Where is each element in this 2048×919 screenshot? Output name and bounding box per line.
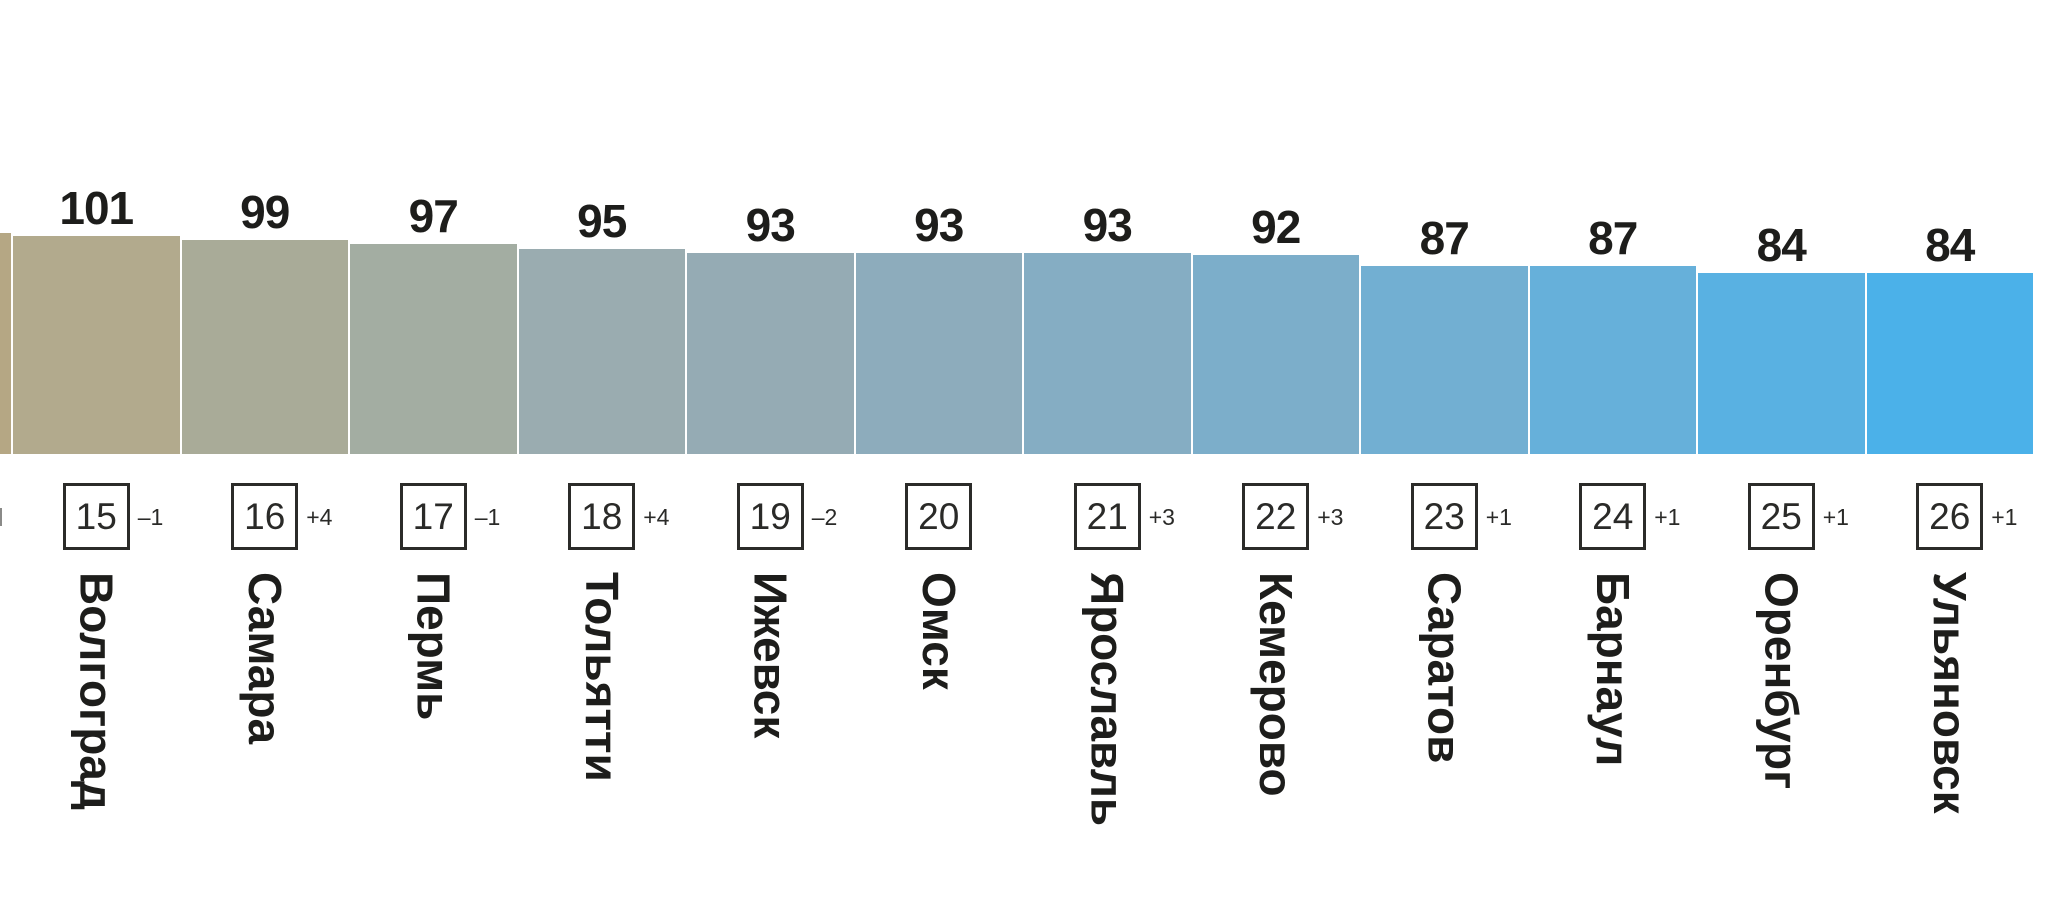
rank-number: 18 [581, 495, 623, 537]
rank-number: 19 [749, 495, 791, 537]
rank-box: 17 [399, 483, 467, 550]
rank-number: 26 [1929, 495, 1971, 537]
bar-Саратов [1361, 266, 1528, 454]
rank-box: 25 [1747, 483, 1815, 550]
rank-box: 15 [62, 483, 130, 550]
rank-number: 24 [1592, 495, 1634, 537]
rank-box: 21 [1073, 483, 1141, 550]
bar-Ульяновск [1866, 272, 2033, 454]
city-label: Пермь [407, 572, 460, 721]
rank-change-label: +1 [1654, 503, 1681, 530]
rank-box: 22 [1242, 483, 1310, 550]
rank-change-label: +1 [1822, 503, 1849, 530]
value-label: 99 [240, 186, 290, 239]
value-label: 93 [1082, 199, 1133, 252]
city-label: Кемерово [1249, 572, 1302, 797]
bar-Кемерово [1192, 255, 1359, 454]
rank-change-label: +1 [1485, 503, 1512, 530]
rank-number: 25 [1760, 495, 1802, 537]
bar-Оренбург [1698, 272, 1865, 454]
rank-change-label: +1 [1991, 503, 2018, 530]
rank-number: 17 [412, 495, 454, 537]
value-label: 87 [1419, 212, 1470, 265]
city-label: Ярославль [1081, 572, 1134, 827]
rank-box: 24 [1579, 483, 1647, 550]
rank-number: 16 [244, 495, 286, 537]
value-label: 84 [1756, 218, 1807, 271]
value-label: 95 [577, 194, 627, 247]
rank-change-label: +3 [1317, 503, 1344, 530]
rank-change-label: –1 [137, 503, 164, 530]
rank-box: 20 [905, 483, 973, 550]
bar-Пермь [350, 244, 517, 454]
clipped-previous-change-fragment [0, 508, 2, 526]
rank-change-label: –2 [811, 503, 838, 530]
rank-change-label: –1 [474, 503, 501, 530]
city-label: Тольятти [575, 572, 628, 782]
bar-Самара [181, 240, 348, 454]
rank-number: 23 [1423, 495, 1465, 537]
bar-Барнаул [1529, 266, 1696, 454]
rank-number: 20 [918, 495, 960, 537]
rank-box: 16 [231, 483, 299, 550]
rank-change-label: +3 [1148, 503, 1175, 530]
city-label: Волгоград [70, 572, 123, 811]
bar-Тольятти [518, 248, 685, 454]
value-label: 101 [59, 181, 134, 234]
city-label: Омск [912, 572, 965, 690]
value-label: 84 [1925, 218, 1975, 271]
city-label: Ульяновск [1923, 572, 1976, 814]
city-label: Ижевск [744, 572, 797, 739]
rank-change-label: +4 [643, 503, 670, 530]
bar-Ижевск [687, 253, 854, 454]
value-label: 87 [1588, 212, 1638, 265]
city-label: Оренбург [1755, 572, 1808, 790]
rank-number: 15 [75, 495, 117, 537]
value-label: 97 [408, 190, 459, 243]
rank-box: 18 [568, 483, 636, 550]
rank-number: 21 [1086, 495, 1128, 537]
city-label: Саратов [1418, 572, 1471, 764]
rank-box: 26 [1916, 483, 1984, 550]
city-label: Барнаул [1586, 572, 1639, 767]
value-label: 93 [745, 199, 796, 252]
rank-box: 19 [736, 483, 804, 550]
rank-box: 23 [1410, 483, 1478, 550]
value-label: 92 [1251, 201, 1301, 254]
rank-number: 22 [1255, 495, 1297, 537]
rank-change-label: +4 [306, 503, 333, 530]
bar-Омск [855, 253, 1022, 454]
city-label: Самара [238, 572, 291, 745]
bar-Ярославль [1024, 253, 1191, 454]
clipped-previous-bar [0, 233, 11, 454]
bar-Волгоград [13, 235, 180, 454]
value-label: 93 [914, 199, 964, 252]
